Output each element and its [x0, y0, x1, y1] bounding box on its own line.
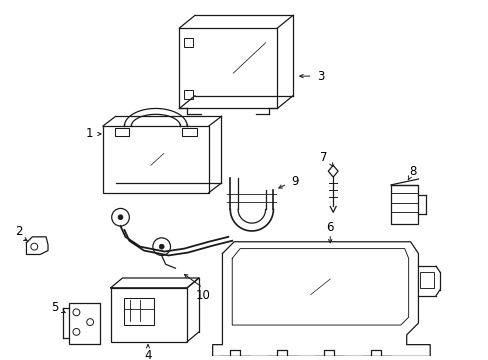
Bar — [114, 128, 129, 136]
Text: 1: 1 — [85, 127, 93, 140]
Text: 10: 10 — [195, 289, 210, 302]
Text: 5: 5 — [51, 301, 59, 314]
Bar — [110, 288, 187, 342]
Bar — [182, 128, 197, 136]
Bar — [390, 185, 418, 224]
Bar — [420, 272, 433, 288]
Circle shape — [118, 215, 122, 220]
Text: 6: 6 — [326, 221, 333, 234]
Bar — [68, 302, 100, 344]
Text: 2: 2 — [15, 225, 22, 238]
Bar — [102, 126, 208, 193]
Text: 4: 4 — [144, 349, 151, 360]
Bar — [179, 28, 277, 108]
Circle shape — [159, 244, 164, 249]
Bar — [124, 298, 154, 325]
Text: 3: 3 — [316, 69, 324, 83]
Text: 8: 8 — [408, 165, 415, 178]
Text: 9: 9 — [291, 175, 298, 189]
Text: 7: 7 — [319, 151, 326, 164]
